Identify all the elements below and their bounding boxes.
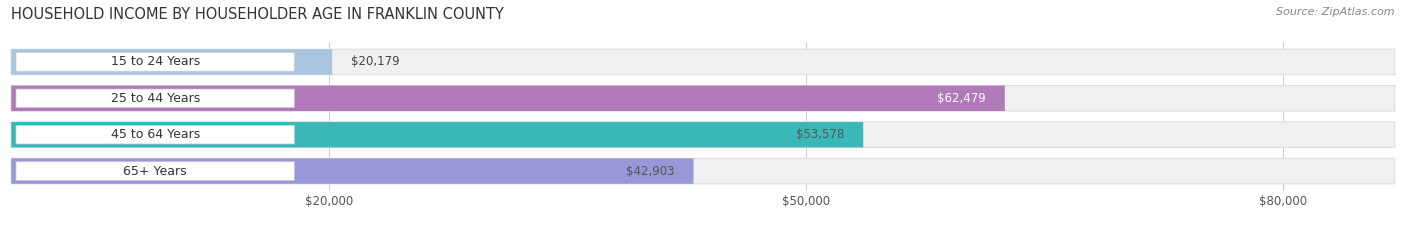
Text: 15 to 24 Years: 15 to 24 Years [111,55,200,69]
Text: 25 to 44 Years: 25 to 44 Years [111,92,200,105]
Text: $62,479: $62,479 [936,92,986,105]
FancyBboxPatch shape [11,122,1395,147]
FancyBboxPatch shape [15,89,294,108]
FancyBboxPatch shape [11,158,1395,184]
FancyBboxPatch shape [11,86,1395,111]
FancyBboxPatch shape [11,49,332,75]
FancyBboxPatch shape [11,49,1395,75]
FancyBboxPatch shape [11,122,863,147]
Text: $53,578: $53,578 [796,128,844,141]
FancyBboxPatch shape [11,158,693,184]
FancyBboxPatch shape [15,125,294,144]
Text: 65+ Years: 65+ Years [124,164,187,178]
Text: $20,179: $20,179 [352,55,399,69]
Text: HOUSEHOLD INCOME BY HOUSEHOLDER AGE IN FRANKLIN COUNTY: HOUSEHOLD INCOME BY HOUSEHOLDER AGE IN F… [11,7,505,22]
FancyBboxPatch shape [15,162,294,180]
Text: 45 to 64 Years: 45 to 64 Years [111,128,200,141]
Text: $42,903: $42,903 [626,164,675,178]
Text: Source: ZipAtlas.com: Source: ZipAtlas.com [1277,7,1395,17]
FancyBboxPatch shape [11,86,1005,111]
FancyBboxPatch shape [15,53,294,71]
